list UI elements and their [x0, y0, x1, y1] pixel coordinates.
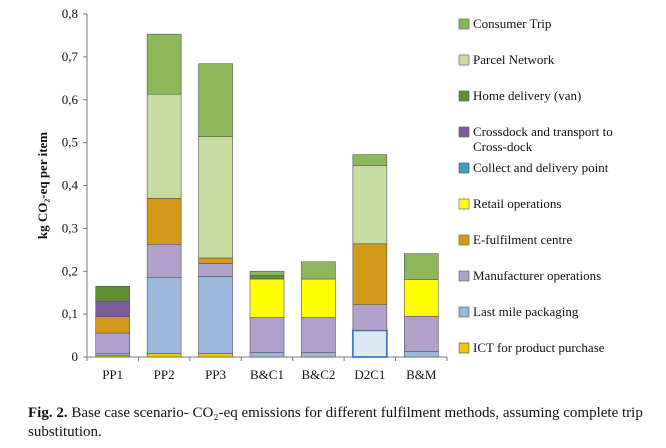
x-tick-label-bandc2: B&C2 [301, 367, 335, 382]
legend-label: Manufacturer operations [473, 268, 601, 283]
bar-segment-pp1-last-mile-packaging [95, 353, 131, 357]
legend-label: Parcel Network [473, 52, 555, 67]
bar-segment-pp2-parcel-network [146, 93, 182, 199]
x-tick-label-bandc1: B&C1 [250, 367, 284, 382]
bar-segment-pp3-manufacturer-operations [198, 263, 233, 277]
bar-segment-bandm-last-mile-packaging [403, 351, 439, 358]
bar-segment-pp3-consumer-trip [198, 63, 233, 137]
legend-swatch [458, 90, 470, 102]
bar-segment-d2c1-e-fulfilment-centre [352, 243, 388, 305]
bar-segment-bandc2-retail-operations [301, 278, 336, 318]
y-tick-label: 0,3 [62, 220, 78, 235]
legend-swatch [458, 162, 470, 174]
x-tick-label-pp3: PP3 [205, 367, 226, 382]
y-tick-label: 0,5 [62, 135, 78, 150]
caption-label: Fig. 2. [28, 405, 68, 421]
bar-segment-d2c1-consumer-trip [352, 154, 388, 166]
tick-labels: 0 0,1 0,2 0,3 0,4 0,5 0,6 0,7 0,8 PP1 PP2 PP3 B&C1 B&… [62, 6, 437, 382]
legend-label: E-fulfilment centre [473, 232, 572, 247]
y-tick-label: 0,4 [62, 178, 79, 193]
bar-segment-bandm-manufacturer-operations [403, 315, 439, 352]
bar-segment-pp1-manufacturer-operations [95, 332, 131, 354]
bar-segment-bandc2-consumer-trip [301, 261, 336, 280]
bar-segment-pp3-e-fulfilment-centre [198, 257, 233, 264]
x-tick-label-d2c1: D2C1 [354, 367, 385, 382]
legend-label: Retail operations [473, 196, 561, 211]
bar-segment-pp2-e-fulfilment-centre [146, 198, 182, 245]
bar-segment-d2c1-last-mile-packaging [351, 329, 388, 358]
legend-item-e-fulfilment-centre: E-fulfilment centre [458, 232, 572, 247]
legend-item-parcel-network: Parcel Network [458, 52, 555, 67]
legend-item-manufacturer-operations: Manufacturer operations [458, 268, 601, 283]
bar-segment-bandc1-retail-operations [249, 278, 285, 318]
legend-swatch [458, 18, 470, 30]
bar-segment-bandc1-manufacturer-operations [249, 317, 285, 354]
legend-label: Collect and delivery point [473, 160, 609, 175]
legend-swatch [458, 234, 470, 246]
y-axis-label-group: kg CO₂-eq per item [35, 132, 50, 239]
caption-text: Base case scenario- CO₂-eq emissions for… [28, 405, 643, 440]
x-tick-label-bandm: B&M [406, 367, 437, 382]
legend: Consumer Trip Parcel Network Home delivery… [458, 16, 613, 355]
y-tick-label: 0,2 [62, 263, 78, 278]
y-axis-label: kg CO₂-eq per item [35, 132, 50, 239]
bar-segment-pp3-ict-for-product-purchase [198, 353, 233, 358]
legend-item-home-delivery-van: Home delivery (van) [458, 88, 581, 103]
bar-segment-pp1-crossdock-and-transport-to-cross-dock [95, 300, 131, 317]
bar-segment-bandc1-last-mile-packaging [249, 352, 285, 358]
bar-segment-bandm-retail-operations [403, 279, 439, 317]
bar-segment-pp2-last-mile-packaging [146, 276, 182, 354]
legend-label: ICT for product purchase [473, 340, 605, 355]
bar-segment-pp3-parcel-network [198, 136, 233, 259]
legend-label: Consumer Trip [473, 16, 551, 31]
bar-segment-bandm-consumer-trip [403, 253, 439, 280]
x-tick-label-pp2: PP2 [154, 367, 175, 382]
legend-item-consumer-trip: Consumer Trip [458, 16, 551, 31]
legend-item-ict-for-product-purchase: ICT for product purchase [458, 340, 605, 355]
bar-segment-bandc2-last-mile-packaging [301, 352, 336, 358]
bar-segment-bandc1-home-delivery-van [249, 275, 285, 280]
bar-segment-pp2-consumer-trip [146, 33, 182, 95]
bar-segment-d2c1-parcel-network [352, 165, 388, 245]
bar-segment-pp2-ict-for-product-purchase [146, 353, 182, 358]
bar-segment-pp2-manufacturer-operations [146, 243, 182, 278]
legend-swatch [458, 270, 470, 282]
y-tick-label: 0,7 [62, 49, 79, 64]
legend-label: Cross-dock [473, 139, 533, 154]
legend-item-collect-and-delivery-point: Collect and delivery point [458, 160, 609, 175]
legend-label: Last mile packaging [473, 304, 579, 319]
legend-label: Home delivery (van) [473, 88, 581, 103]
legend-swatch [458, 342, 470, 354]
legend-label: Crossdock and transport to [473, 124, 613, 139]
legend-item-last-mile-packaging: Last mile packaging [458, 304, 579, 319]
y-tick-label: 0,8 [62, 6, 78, 21]
legend-item-retail-operations: Retail operations [458, 196, 561, 211]
legend-swatch [458, 126, 470, 138]
bar-segment-pp3-last-mile-packaging [198, 276, 233, 354]
legend-swatch [458, 306, 470, 318]
figure-caption: Fig. 2. Base case scenario- CO₂-eq emiss… [28, 404, 656, 442]
x-tick-label-pp1: PP1 [102, 367, 123, 382]
bar-segment-pp1-home-delivery-van [95, 285, 131, 302]
y-tick-label: 0,6 [62, 92, 79, 107]
y-tick-label: 0 [72, 349, 79, 364]
legend-swatch [458, 198, 470, 210]
bar-segment-d2c1-manufacturer-operations [352, 304, 388, 331]
y-tick-label: 0,1 [62, 306, 78, 321]
bar-segment-bandc1-consumer-trip [249, 270, 285, 276]
bars [95, 33, 439, 358]
legend-swatch [458, 54, 470, 66]
bar-segment-pp1-e-fulfilment-centre [95, 316, 131, 334]
bar-segment-bandc2-manufacturer-operations [301, 317, 336, 354]
